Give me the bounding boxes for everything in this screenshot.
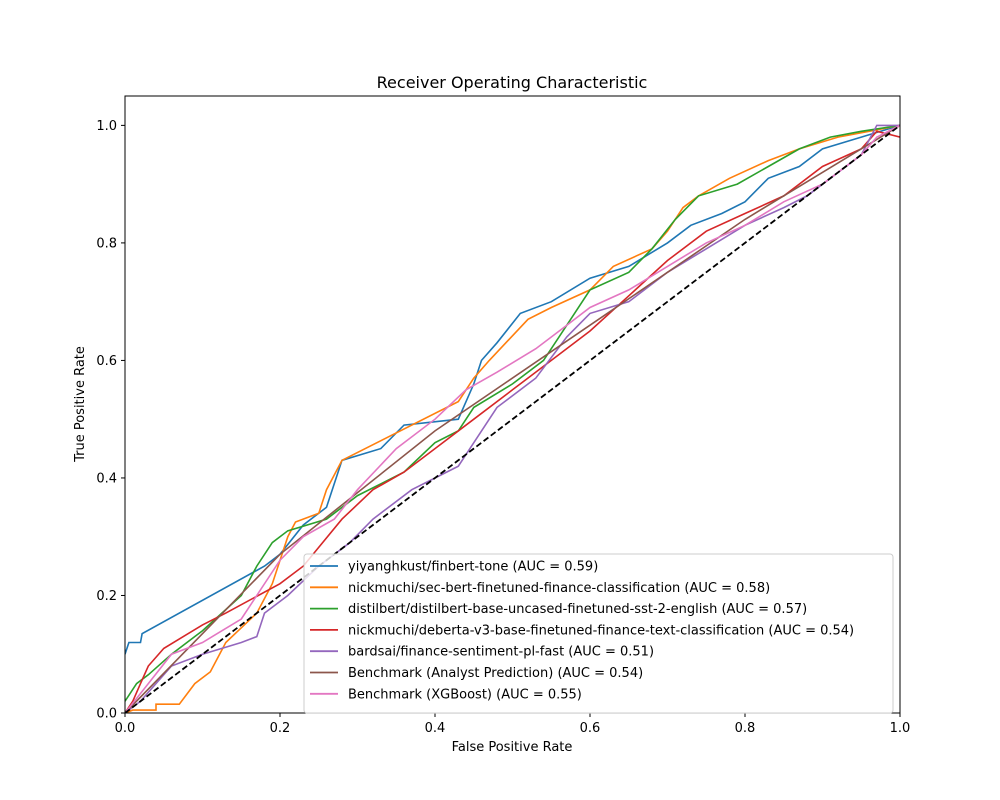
y-tick-label: 0.2 — [96, 589, 117, 604]
x-tick-label: 1.0 — [890, 721, 911, 736]
x-tick-label: 0.8 — [735, 721, 756, 736]
legend-entry: Benchmark (XGBoost) (AUC = 0.55) — [348, 687, 582, 702]
y-axis-label: True Positive Rate — [73, 346, 88, 463]
x-axis: 0.0 0.2 0.4 0.6 0.8 1.0 — [115, 713, 911, 736]
x-tick-label: 0.2 — [270, 721, 291, 736]
legend-entry: nickmuchi/sec-bert-finetuned-finance-cla… — [348, 581, 770, 596]
series-line-0 — [125, 124, 900, 655]
x-tick-label: 0.6 — [580, 721, 601, 736]
legend: yiyanghkust/finbert-tone (AUC = 0.59) nic… — [303, 553, 894, 714]
legend-entry: distilbert/distilbert-base-uncased-finet… — [348, 602, 807, 617]
x-tick-label: 0.0 — [115, 721, 136, 736]
series-line-3 — [125, 130, 900, 713]
y-axis: 0.0 0.2 0.4 0.6 0.8 1.0 — [96, 119, 125, 722]
series-line-6 — [125, 124, 900, 713]
series-line-5 — [125, 124, 900, 713]
y-tick-label: 0.0 — [96, 707, 117, 722]
y-tick-label: 0.6 — [96, 354, 117, 369]
legend-entry: yiyanghkust/finbert-tone (AUC = 0.59) — [348, 560, 598, 575]
legend-box — [303, 553, 894, 714]
chart-title: Receiver Operating Characteristic — [377, 73, 648, 92]
y-tick-label: 0.4 — [96, 471, 117, 486]
chance-reference-line — [125, 124, 900, 713]
x-axis-label: False Positive Rate — [452, 740, 573, 755]
legend-entry: Benchmark (Analyst Prediction) (AUC = 0.… — [348, 666, 643, 681]
y-tick-label: 1.0 — [96, 119, 117, 134]
legend-entry: bardsai/finance-sentiment-pl-fast (AUC =… — [348, 645, 654, 660]
series-layer — [125, 124, 900, 713]
y-tick-label: 0.8 — [96, 236, 117, 251]
x-tick-label: 0.4 — [425, 721, 446, 736]
series-line-4 — [125, 124, 900, 713]
legend-entry: nickmuchi/deberta-v3-base-finetuned-fina… — [348, 623, 854, 638]
